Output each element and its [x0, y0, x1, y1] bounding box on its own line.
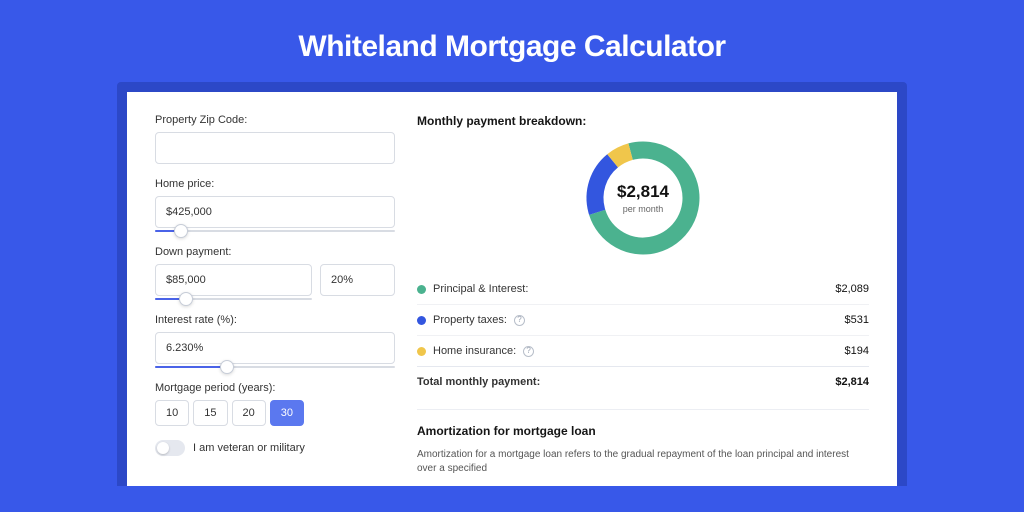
donut-center: $2,814 per month: [581, 136, 705, 260]
donut-chart: $2,814 per month: [417, 136, 869, 260]
down-payment-pct-input[interactable]: [320, 264, 395, 296]
field-home-price: Home price:: [155, 178, 395, 232]
donut-amount: $2,814: [617, 182, 669, 202]
breakdown-title: Monthly payment breakdown:: [417, 114, 869, 128]
label-home-price: Home price:: [155, 178, 395, 190]
field-veteran: I am veteran or military: [155, 440, 395, 456]
card-shadow: Property Zip Code: Home price: Down paym…: [117, 82, 907, 486]
home-price-input[interactable]: [155, 196, 395, 228]
down-payment-slider[interactable]: [155, 298, 312, 300]
legend-row: Property taxes:? $531: [417, 304, 869, 335]
slider-thumb[interactable]: [220, 360, 234, 374]
breakdown-column: Monthly payment breakdown: $2,814 per mo…: [417, 114, 869, 476]
info-icon[interactable]: ?: [523, 346, 534, 357]
veteran-toggle[interactable]: [155, 440, 185, 456]
legend-total-value: $2,814: [835, 376, 869, 388]
donut-sublabel: per month: [623, 204, 664, 214]
legend-row: Home insurance:? $194: [417, 335, 869, 366]
label-zip: Property Zip Code:: [155, 114, 395, 126]
interest-rate-input[interactable]: [155, 332, 395, 364]
legend-dot: [417, 347, 426, 356]
page-root: Whiteland Mortgage Calculator Property Z…: [0, 0, 1024, 512]
label-veteran: I am veteran or military: [193, 442, 305, 454]
period-option-10[interactable]: 10: [155, 400, 189, 426]
legend-value: $531: [845, 314, 869, 326]
zip-input[interactable]: [155, 132, 395, 164]
period-option-15[interactable]: 15: [193, 400, 227, 426]
legend-label: Home insurance:: [433, 345, 516, 357]
legend-label: Principal & Interest:: [433, 283, 528, 295]
legend: Principal & Interest: $2,089 Property taxe…: [417, 274, 869, 366]
down-payment-input[interactable]: [155, 264, 312, 296]
label-period: Mortgage period (years):: [155, 382, 395, 394]
legend-dot: [417, 316, 426, 325]
label-interest-rate: Interest rate (%):: [155, 314, 395, 326]
slider-thumb[interactable]: [174, 224, 188, 238]
form-column: Property Zip Code: Home price: Down paym…: [155, 114, 395, 476]
legend-value: $194: [845, 345, 869, 357]
legend-total-row: Total monthly payment: $2,814: [417, 366, 869, 397]
legend-value: $2,089: [835, 283, 869, 295]
page-title: Whiteland Mortgage Calculator: [0, 30, 1024, 64]
slider-thumb[interactable]: [179, 292, 193, 306]
field-down-payment: Down payment:: [155, 246, 395, 300]
info-icon[interactable]: ?: [514, 315, 525, 326]
interest-rate-slider[interactable]: [155, 366, 395, 368]
legend-row: Principal & Interest: $2,089: [417, 274, 869, 304]
period-option-30[interactable]: 30: [270, 400, 304, 426]
home-price-slider[interactable]: [155, 230, 395, 232]
field-zip: Property Zip Code:: [155, 114, 395, 164]
legend-total-label: Total monthly payment:: [417, 376, 540, 388]
legend-label: Property taxes:: [433, 314, 507, 326]
toggle-knob: [157, 442, 169, 454]
period-option-20[interactable]: 20: [232, 400, 266, 426]
field-interest-rate: Interest rate (%):: [155, 314, 395, 368]
amortization-section: Amortization for mortgage loan Amortizat…: [417, 409, 869, 476]
label-down-payment: Down payment:: [155, 246, 395, 258]
legend-dot: [417, 285, 426, 294]
amortization-text: Amortization for a mortgage loan refers …: [417, 448, 869, 476]
field-period: Mortgage period (years): 10152030: [155, 382, 395, 426]
calculator-card: Property Zip Code: Home price: Down paym…: [127, 92, 897, 486]
amortization-title: Amortization for mortgage loan: [417, 424, 869, 438]
